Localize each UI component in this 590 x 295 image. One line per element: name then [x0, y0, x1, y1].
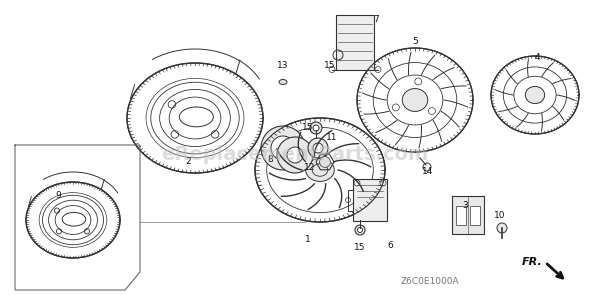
Circle shape: [261, 126, 305, 170]
Circle shape: [355, 225, 365, 235]
Circle shape: [277, 137, 313, 173]
Bar: [336, 14, 374, 70]
Text: FR.: FR.: [522, 257, 542, 267]
Text: 15: 15: [324, 60, 336, 70]
Text: 8: 8: [267, 155, 273, 165]
Text: 6: 6: [387, 240, 393, 250]
Text: Z6C0E1000A: Z6C0E1000A: [401, 278, 459, 286]
Text: 14: 14: [422, 168, 434, 176]
Text: 10: 10: [494, 211, 506, 219]
Ellipse shape: [525, 86, 545, 104]
Bar: [470, 206, 480, 224]
Circle shape: [287, 147, 303, 163]
Circle shape: [308, 138, 328, 158]
Ellipse shape: [306, 158, 335, 181]
Ellipse shape: [402, 88, 428, 112]
Text: 9: 9: [55, 191, 61, 199]
Text: 3: 3: [462, 201, 468, 209]
Text: 13: 13: [277, 60, 289, 70]
Circle shape: [497, 223, 507, 233]
Bar: [353, 179, 387, 221]
Text: 5: 5: [412, 37, 418, 47]
Text: 7: 7: [373, 16, 379, 24]
Circle shape: [313, 143, 323, 153]
Circle shape: [358, 227, 362, 232]
Bar: [452, 196, 484, 234]
Circle shape: [320, 157, 330, 167]
Text: eReplacementParts.com: eReplacementParts.com: [162, 145, 428, 165]
Text: 11: 11: [326, 134, 337, 142]
Ellipse shape: [279, 79, 287, 84]
Text: 15: 15: [302, 124, 314, 132]
Text: 2: 2: [185, 158, 191, 166]
Bar: [456, 206, 466, 224]
Text: 4: 4: [534, 53, 540, 61]
Text: 12: 12: [304, 163, 316, 173]
Circle shape: [313, 125, 319, 131]
Circle shape: [271, 136, 295, 160]
Text: 1: 1: [305, 235, 311, 245]
Circle shape: [310, 122, 322, 134]
Text: 15: 15: [354, 242, 366, 252]
